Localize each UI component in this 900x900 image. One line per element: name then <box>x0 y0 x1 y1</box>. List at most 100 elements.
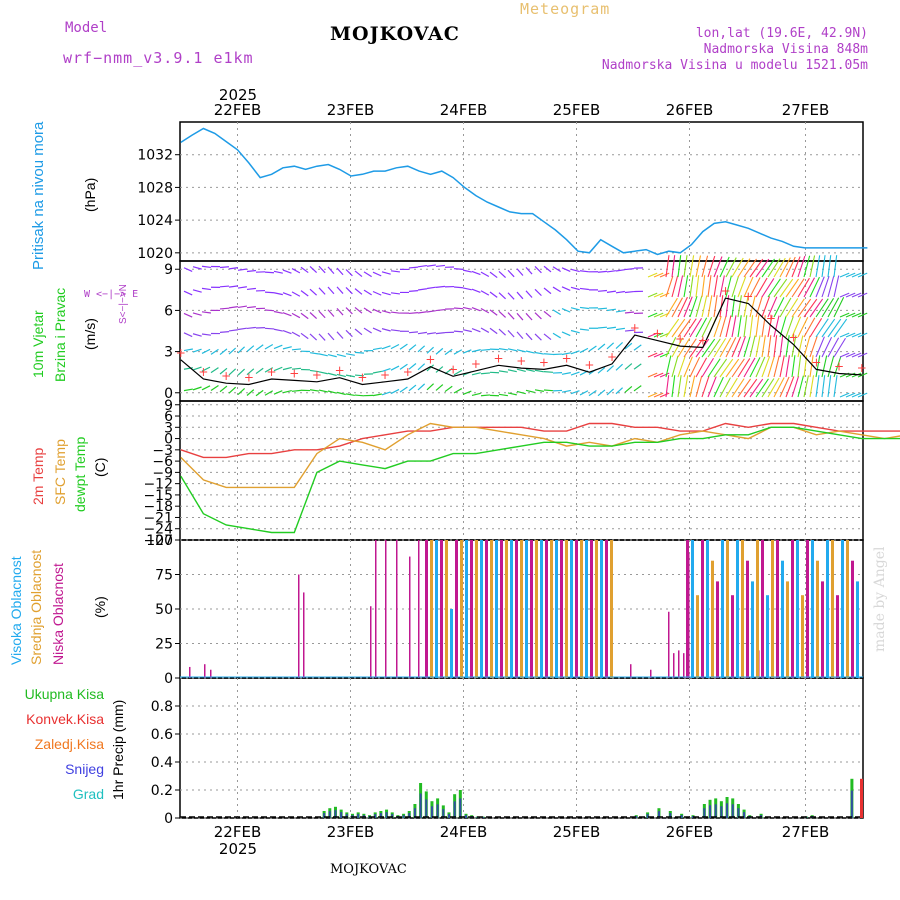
svg-text:+: + <box>244 371 254 385</box>
svg-text:+: + <box>766 312 776 326</box>
precip-tick-label-0.6: 0.6 <box>151 727 173 743</box>
svg-text:+: + <box>516 354 526 368</box>
svg-text:+: + <box>562 351 572 365</box>
lonlat-text: lon,lat (19.6E, 42.9N) <box>695 26 868 41</box>
legend-konvek: Konvek.Kisa <box>26 711 104 727</box>
day-label-top-23FEB: 23FEB <box>327 101 374 119</box>
temp-tick-label-−12: −12 <box>143 477 173 493</box>
temp-tick-label-−15: −15 <box>143 488 173 504</box>
model-name: wrf−nmm_v3.9.1 e1km <box>63 49 254 67</box>
svg-text:+: + <box>448 362 458 376</box>
temp-tick-label-0: 0 <box>164 432 173 448</box>
day-label-top-26FEB: 26FEB <box>666 101 713 119</box>
cloud-tick-label-50: 50 <box>155 602 173 618</box>
pressure-tick-label-1028: 1028 <box>137 180 173 196</box>
pressure-line <box>180 127 868 256</box>
wind-tick-label-6: 6 <box>164 303 173 319</box>
precip-conv-bar <box>860 778 863 818</box>
precip-tick-label-0.2: 0.2 <box>151 783 173 799</box>
temp-line-2 <box>180 426 900 534</box>
svg-text:+: + <box>789 331 799 345</box>
cloud-tick-label-75: 75 <box>155 568 173 584</box>
svg-text:+: + <box>357 371 367 385</box>
cloud-bars <box>189 540 859 678</box>
svg-text:+: + <box>335 364 345 378</box>
svg-text:+: + <box>198 365 208 379</box>
svg-text:+: + <box>403 365 413 379</box>
cloud-tick-label-0: 0 <box>164 671 173 687</box>
svg-text:+: + <box>312 368 322 382</box>
svg-text:+: + <box>584 358 594 372</box>
model-altitude-text: Nadmorska Visina u modelu 1521.05m <box>601 58 868 73</box>
pressure-tick-label-1024: 1024 <box>137 213 173 229</box>
wind-compass: W <−|−> E <box>84 289 139 300</box>
svg-text:+: + <box>176 346 186 360</box>
temp-tick-label-−9: −9 <box>152 465 173 481</box>
cloud-tick-label-100: 100 <box>146 533 173 549</box>
temp-line-1 <box>180 422 900 489</box>
cloud-tick-label-25: 25 <box>155 637 173 653</box>
wind-tick-label-0: 0 <box>164 386 173 402</box>
svg-text:+: + <box>494 351 504 365</box>
temp-tick-label-−21: −21 <box>143 510 173 526</box>
day-label-top-25FEB: 25FEB <box>553 101 600 119</box>
station-title: MOJKOVAC <box>330 23 460 45</box>
svg-text:+: + <box>652 327 662 341</box>
precip-bars <box>322 778 854 818</box>
panel-frame-4 <box>179 677 864 819</box>
day-label-bottom-22FEB: 22FEB <box>214 823 261 841</box>
temp-tick-label-−6: −6 <box>152 454 173 470</box>
panel-frame-2 <box>179 400 864 541</box>
temp-tick-label-−27: −27 <box>143 533 173 549</box>
temp-tick-label-−3: −3 <box>152 443 173 459</box>
svg-text:+: + <box>471 357 481 371</box>
footer-station: MOJKOVAC <box>330 862 407 877</box>
altitude-text: Nadmorska Visina 848m <box>703 42 868 57</box>
day-label-top-27FEB: 27FEB <box>782 101 829 119</box>
wind-barbs <box>183 255 868 398</box>
pressure-tick-label-1020: 1020 <box>137 246 173 262</box>
pressure-tick-label-1032: 1032 <box>137 148 173 164</box>
svg-text:+: + <box>857 361 867 375</box>
temp-tick-label-3: 3 <box>164 420 173 436</box>
day-label-bottom-24FEB: 24FEB <box>440 823 487 841</box>
svg-text:+: + <box>721 284 731 298</box>
wind-tick-label-9: 9 <box>164 262 173 278</box>
day-label-top-22FEB: 22FEB <box>214 101 261 119</box>
svg-text:+: + <box>425 353 435 367</box>
year-label-top: 2025 <box>219 86 257 104</box>
svg-text:+: + <box>675 332 685 346</box>
wind-tick-label-3: 3 <box>164 345 173 361</box>
svg-text:+: + <box>811 355 821 369</box>
legend-ukupna: Ukupna Kisa <box>24 686 104 702</box>
svg-text:+: + <box>630 321 640 335</box>
legend-snijeg: Snijeg <box>65 761 104 777</box>
year-label-bottom: 2025 <box>219 840 257 858</box>
svg-text:+: + <box>834 360 844 374</box>
precip-tick-label-0: 0 <box>164 811 173 827</box>
temp-tick-label-−18: −18 <box>143 499 173 515</box>
precip-tick-label-0.4: 0.4 <box>151 755 173 771</box>
svg-text:+: + <box>289 366 299 380</box>
panel-frame-0 <box>179 121 864 262</box>
day-label-bottom-26FEB: 26FEB <box>666 823 713 841</box>
meteogram-title: Meteogram <box>520 0 611 18</box>
day-label-bottom-27FEB: 27FEB <box>782 823 829 841</box>
svg-text:+: + <box>698 333 708 347</box>
wind-gust-markers: + + + + + + + + + + + + + + + + + + + + + + + + + + + + + + + <box>176 284 867 384</box>
day-label-bottom-23FEB: 23FEB <box>327 823 374 841</box>
svg-text:+: + <box>539 355 549 369</box>
precip-tick-label-0.8: 0.8 <box>151 699 173 715</box>
svg-text:+: + <box>380 368 390 382</box>
svg-text:+: + <box>607 350 617 364</box>
svg-text:+: + <box>743 290 753 304</box>
temp-tick-label-6: 6 <box>164 409 173 425</box>
legend-grad: Grad <box>72 786 104 802</box>
model-label: Model <box>65 20 108 36</box>
legend-zaledj: Zaledj.Kisa <box>34 736 104 752</box>
svg-text:+: + <box>221 369 231 383</box>
day-label-bottom-25FEB: 25FEB <box>553 823 600 841</box>
wind-speed-line <box>180 297 862 386</box>
temp-line-0 <box>180 422 900 459</box>
day-label-top-24FEB: 24FEB <box>440 101 487 119</box>
